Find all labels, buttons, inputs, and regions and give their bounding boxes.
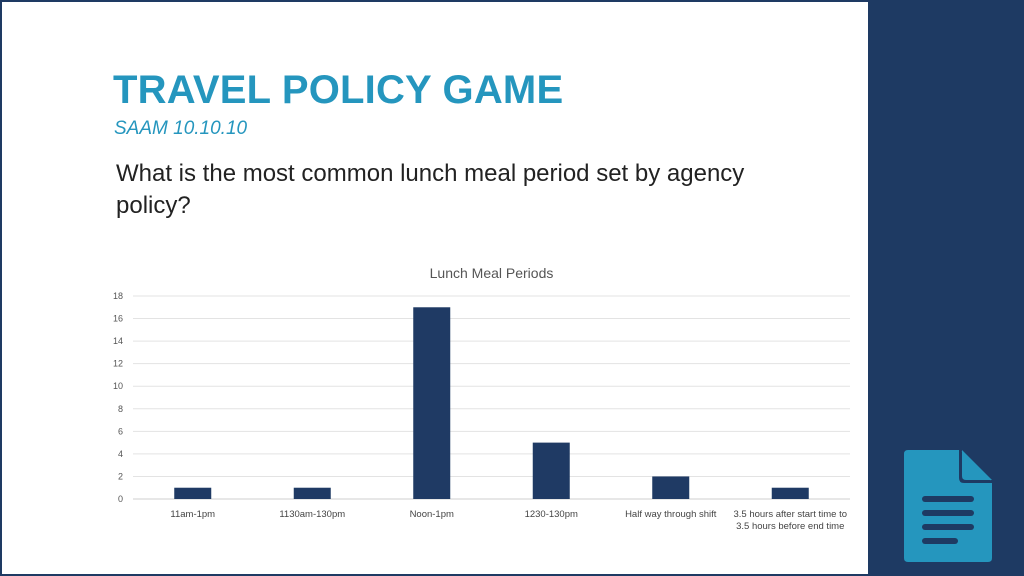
y-tick-label: 8 — [118, 404, 123, 414]
bar — [413, 307, 451, 499]
y-tick-label: 16 — [113, 314, 123, 324]
bar — [532, 442, 570, 499]
slide-title: TRAVEL POLICY GAME — [113, 68, 564, 112]
x-category-label: 1230-130pm — [525, 509, 578, 520]
bar — [771, 487, 809, 499]
x-category-label: Half way through shift — [625, 509, 717, 520]
x-axis-labels: 11am-1pm 1130am-130pm Noon-1pm 1230-130pm Ha… — [170, 509, 847, 532]
bar-chart: Lunch Meal Periods 0 2 4 6 8 10 12 14 16 18 11am-… — [113, 265, 850, 532]
bar — [293, 487, 331, 499]
y-tick-label: 0 — [118, 494, 123, 504]
y-tick-label: 2 — [118, 471, 123, 481]
x-category-label: 11am-1pm — [170, 509, 215, 520]
y-tick-label: 14 — [113, 336, 123, 346]
question-text: What is the most common lunch meal perio… — [116, 160, 745, 219]
bar — [652, 476, 690, 499]
bar — [174, 487, 212, 499]
x-category-label: 3.5 hours after start time to — [733, 509, 847, 520]
x-category-label: 3.5 hours before end time — [736, 521, 844, 532]
y-tick-label: 18 — [113, 291, 123, 301]
document-icon — [904, 450, 992, 562]
slide-subtitle: SAAM 10.10.10 — [114, 118, 248, 139]
y-axis-ticks: 0 2 4 6 8 10 12 14 16 18 — [113, 291, 123, 504]
y-tick-label: 6 — [118, 426, 123, 436]
y-tick-label: 10 — [113, 381, 123, 391]
y-tick-label: 12 — [113, 359, 123, 369]
chart-bars — [174, 307, 809, 499]
x-category-label: 1130am-130pm — [279, 509, 345, 520]
chart-gridlines — [133, 295, 850, 500]
y-tick-label: 4 — [118, 449, 123, 459]
chart-title: Lunch Meal Periods — [430, 265, 554, 281]
x-category-label: Noon-1pm — [410, 509, 454, 520]
